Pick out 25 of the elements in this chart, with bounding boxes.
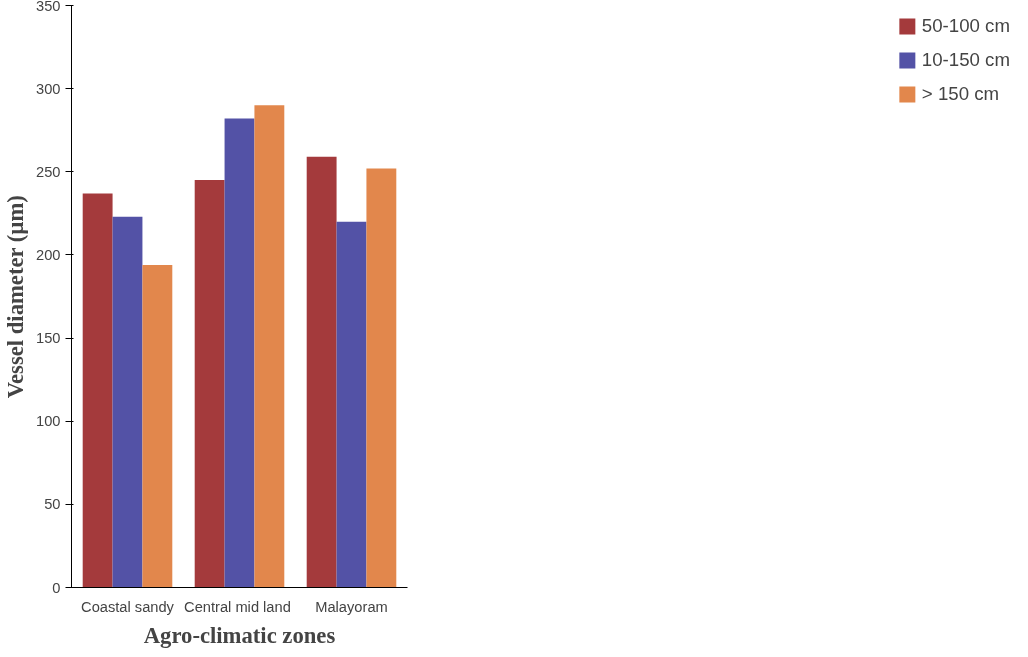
bar bbox=[254, 105, 285, 588]
x-tick-label: Malayoram bbox=[315, 598, 388, 615]
y-tick-label: 200 bbox=[36, 246, 61, 263]
bar bbox=[306, 156, 337, 588]
x-tick-label: Coastal sandy bbox=[81, 598, 175, 615]
y-axis-title: Vessel diameter (µm) bbox=[3, 195, 29, 399]
bar bbox=[366, 168, 397, 588]
bar bbox=[194, 180, 225, 588]
bar bbox=[82, 193, 113, 588]
y-tick-label: 50 bbox=[44, 496, 61, 513]
y-tick-label: 0 bbox=[52, 579, 61, 596]
bar bbox=[336, 221, 367, 588]
x-tick-label: Central mid land bbox=[184, 598, 291, 615]
legend-label: 10-150 cm bbox=[921, 49, 1010, 71]
y-tick-label: 300 bbox=[36, 80, 61, 97]
y-tick-label: 150 bbox=[36, 330, 61, 347]
legend-label: > 150 cm bbox=[921, 83, 1000, 105]
y-tick-label: 250 bbox=[36, 163, 61, 180]
bar bbox=[142, 264, 173, 588]
bar bbox=[112, 216, 143, 588]
y-tick-label: 100 bbox=[36, 413, 61, 430]
y-tick-label: 350 bbox=[36, 0, 61, 14]
legend-label: 50-100 cm bbox=[921, 15, 1010, 37]
x-axis-title: Agro-climatic zones bbox=[143, 622, 336, 648]
bar bbox=[224, 118, 255, 588]
